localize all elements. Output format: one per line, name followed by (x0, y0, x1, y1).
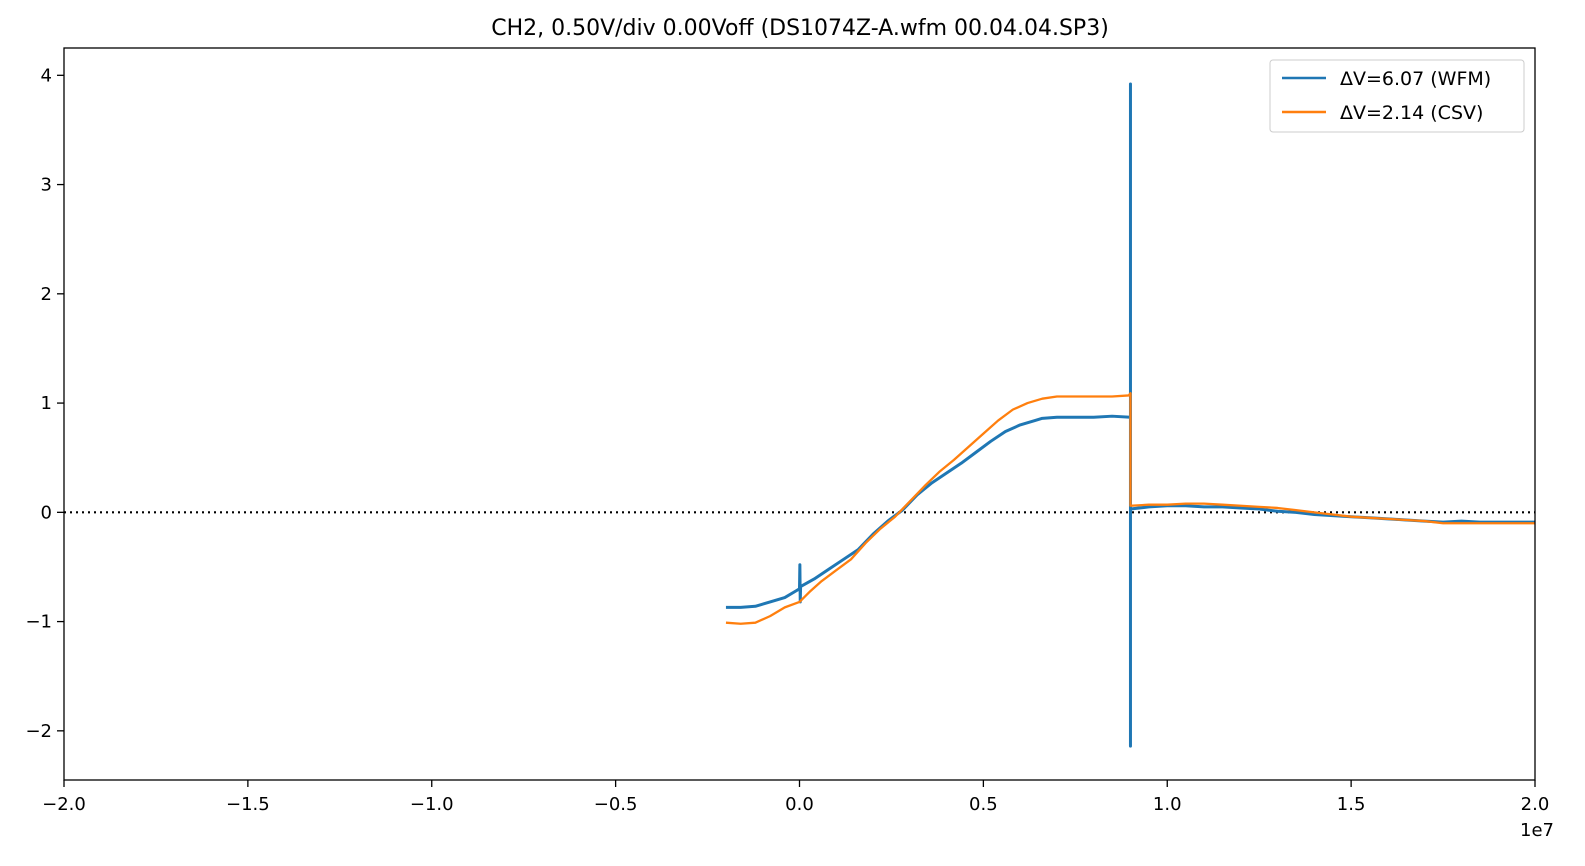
chart-title: CH2, 0.50V/div 0.00Voff (DS1074Z-A.wfm 0… (491, 16, 1109, 41)
y-tick-label: 0 (41, 502, 52, 523)
x-tick-label: 1.0 (1153, 794, 1182, 815)
series-line-csv (725, 392, 1535, 625)
y-tick-label: 3 (41, 175, 52, 196)
x-tick-label: 0.5 (969, 794, 998, 815)
y-axis: −2 −1 0 1 2 3 4 (25, 65, 64, 742)
x-tick-label: 1.5 (1337, 794, 1366, 815)
x-axis-scale-label: 1e7 (1520, 820, 1554, 841)
legend-label-csv: ΔV=2.14 (CSV) (1340, 102, 1483, 124)
x-tick-label: −2.0 (42, 794, 86, 815)
axes-border (63, 47, 1536, 781)
x-tick-label: 0.0 (785, 794, 814, 815)
x-tick-label: −1.0 (410, 794, 454, 815)
y-tick-label: 2 (41, 284, 52, 305)
x-tick-label: −1.5 (226, 794, 270, 815)
x-tick-label: 2.0 (1521, 794, 1550, 815)
y-tick-label: −1 (25, 612, 52, 633)
axes-frame (63, 47, 1536, 781)
x-axis: −2.0 −1.5 −1.0 −0.5 0.0 0.5 1.0 1.5 2.0 (42, 780, 1549, 815)
plot-area (64, 82, 1535, 748)
y-tick-label: 1 (41, 393, 52, 414)
legend-box (1269, 59, 1525, 133)
y-tick-label: −2 (25, 721, 52, 742)
legend-label-wfm: ΔV=6.07 (WFM) (1340, 68, 1491, 90)
legend: ΔV=6.07 (WFM) ΔV=2.14 (CSV) (1269, 59, 1525, 133)
y-tick-label: 4 (41, 65, 52, 86)
x-tick-label: −0.5 (594, 794, 638, 815)
